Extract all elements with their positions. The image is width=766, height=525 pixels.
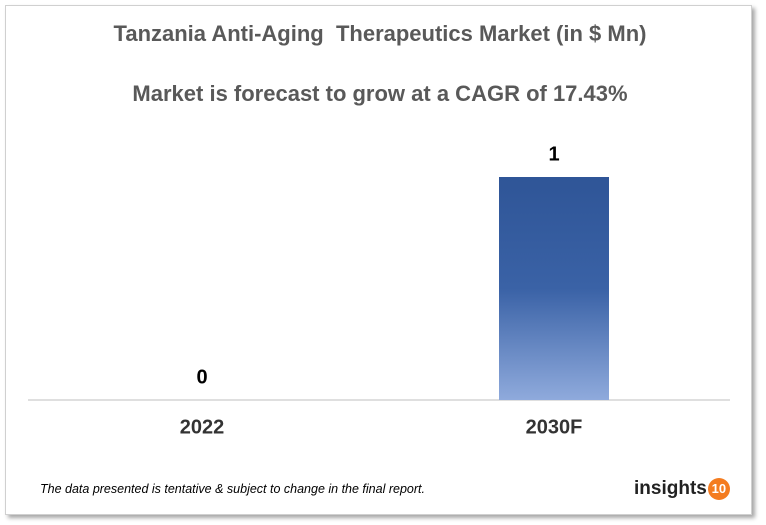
bar xyxy=(499,177,609,400)
chart-subtitle: Market is forecast to grow at a CAGR of … xyxy=(132,81,628,106)
footnote: The data presented is tentative & subjec… xyxy=(40,482,425,496)
value-label: 1 xyxy=(548,143,559,165)
chart-frame xyxy=(5,5,752,515)
logo: insights 10 xyxy=(634,478,730,500)
x-tick-label: 2030F xyxy=(526,416,583,438)
chart-title: Tanzania Anti-Aging Therapeutics Market … xyxy=(113,21,647,46)
x-tick-label: 2022 xyxy=(180,416,225,438)
value-label: 0 xyxy=(196,366,207,388)
logo-number: 10 xyxy=(707,478,730,500)
logo-text: insights xyxy=(634,478,707,499)
